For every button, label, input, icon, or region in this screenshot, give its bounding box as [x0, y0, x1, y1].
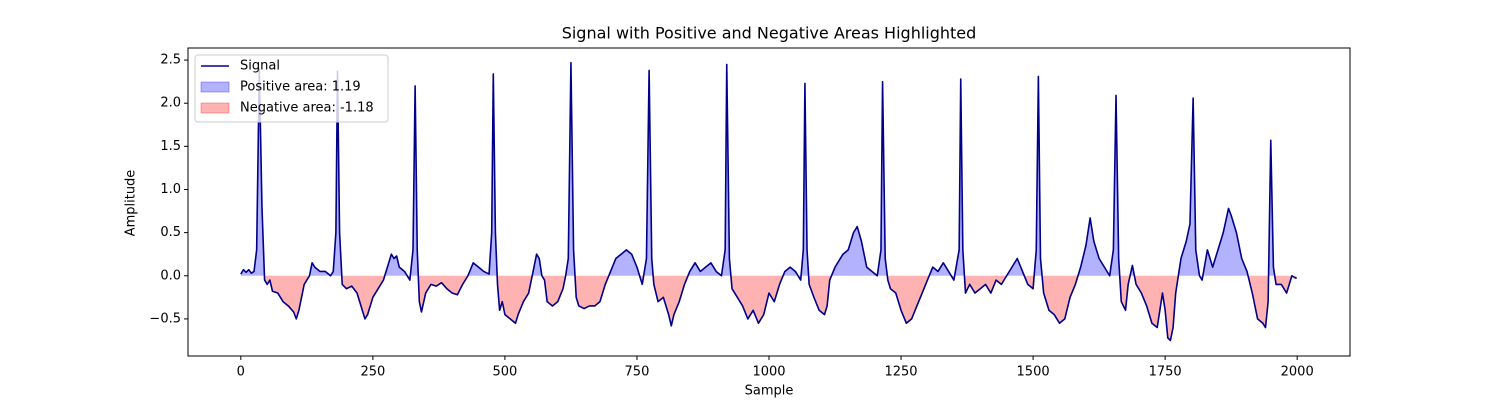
legend-label: Negative area: -1.18: [240, 101, 374, 116]
x-tick-label: 1250: [884, 365, 917, 380]
x-tick-label: 1000: [752, 365, 785, 380]
chart-title: Signal with Positive and Negative Areas …: [562, 24, 977, 43]
x-tick-label: 1500: [1017, 365, 1050, 380]
y-tick-label: 1.0: [160, 182, 181, 197]
x-tick-label: 0: [237, 365, 245, 380]
x-tick-label: 1750: [1149, 365, 1182, 380]
y-axis-label: Amplitude: [124, 170, 139, 237]
y-tick-label: 2.5: [160, 53, 181, 68]
x-tick-label: 500: [492, 365, 517, 380]
legend-swatch: [200, 81, 230, 93]
area-fill: [240, 62, 1292, 276]
y-tick-label: 0.5: [160, 225, 181, 240]
x-tick-label: 750: [625, 365, 650, 380]
signal-line: [240, 61, 1297, 342]
x-tick-label: 2000: [1281, 365, 1314, 380]
y-tick-label: 0.0: [160, 268, 181, 283]
x-tick-label: 250: [360, 365, 385, 380]
legend-box: [194, 54, 389, 123]
legend-label: Positive area: 1.19: [240, 80, 361, 95]
x-axis-label: Sample: [745, 384, 794, 399]
y-tick-label: 2.0: [160, 96, 181, 111]
y-tick-label: −0.5: [149, 311, 181, 326]
legend-label: Signal: [240, 59, 280, 74]
legend-swatch: [200, 102, 230, 114]
y-tick-label: 1.5: [160, 139, 181, 154]
area-fill: [240, 275, 1297, 341]
